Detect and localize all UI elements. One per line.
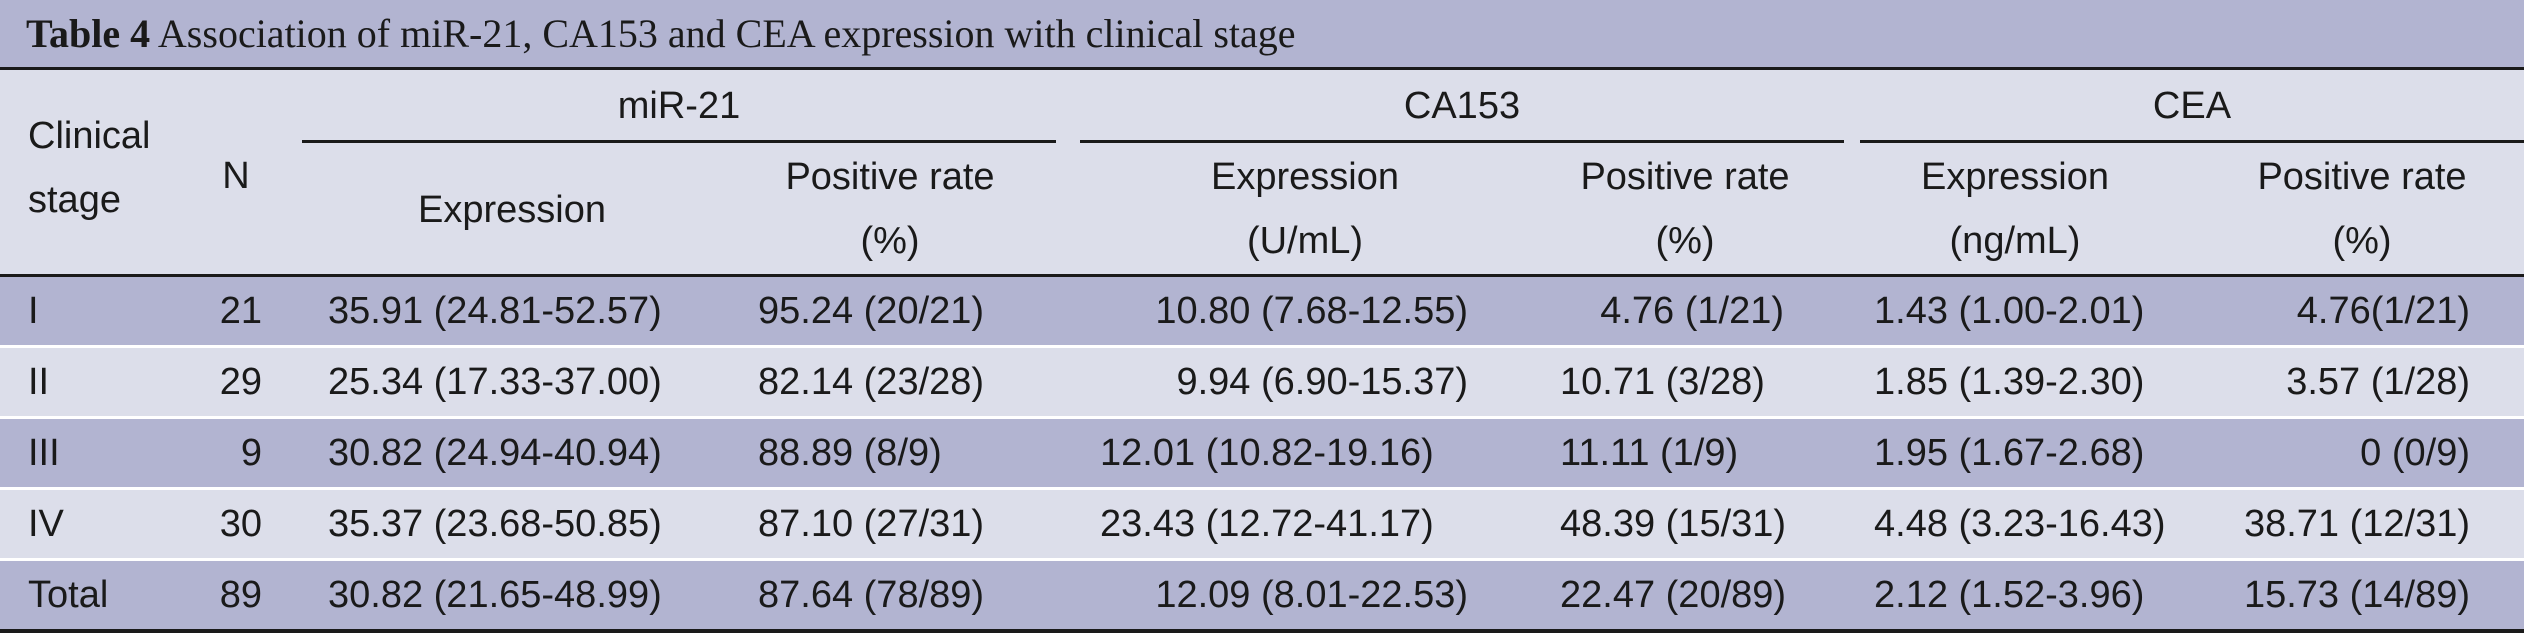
cell-mir21-expression: 30.82 (24.94-40.94)	[328, 432, 662, 474]
header-group-cea: CEA	[2152, 85, 2232, 127]
header-clinical-stage-line2: stage	[28, 179, 121, 221]
header-mir21-positive-rate: Positive rate (%)	[730, 155, 1050, 263]
header-n: N	[222, 155, 250, 197]
cell-n: 29	[219, 361, 262, 403]
cell-ca153-expression: 10.80 (7.68-12.55)	[1155, 290, 1468, 332]
header-mir21-expression: Expression	[418, 189, 606, 231]
cell-stage: II	[28, 361, 50, 403]
group-rule-ca153	[1080, 140, 1844, 143]
cell-cea-expression: 4.48 (3.23-16.43)	[1874, 503, 2166, 545]
cell-ca153-positive-rate: 4.76 (1/21)	[1600, 290, 1784, 332]
cell-ca153-positive-rate: 48.39 (15/31)	[1560, 503, 1787, 545]
header-cea-positive-rate-line2: (%)	[2332, 220, 2392, 262]
cell-cea-expression: 1.95 (1.67-2.68)	[1874, 432, 2145, 474]
cell-stage: IV	[28, 503, 64, 545]
cell-ca153-positive-rate: 22.47 (20/89)	[1560, 574, 1787, 616]
cell-cea-positive-rate: 15.73 (14/89)	[2243, 574, 2470, 616]
header-ca153-expression-line2: (U/mL)	[1246, 220, 1364, 262]
cell-cea-positive-rate: 3.57 (1/28)	[2286, 361, 2470, 403]
header-cea-positive-rate: Positive rate (%)	[2210, 155, 2514, 263]
table-caption: Table 4 Association of miR-21, CA153 and…	[26, 10, 1296, 58]
table-row: I 21 35.91 (24.81-52.57) 95.24 (20/21) 1…	[0, 277, 2524, 345]
header-mir21-positive-rate-line1: Positive rate	[785, 156, 995, 198]
cell-ca153-expression: 23.43 (12.72-41.17)	[1100, 503, 1434, 545]
cell-cea-expression: 2.12 (1.52-3.96)	[1874, 574, 2145, 616]
cell-n: 89	[219, 574, 262, 616]
cell-cea-positive-rate: 38.71 (12/31)	[2243, 503, 2470, 545]
cell-ca153-positive-rate: 11.11 (1/9)	[1560, 432, 1739, 474]
table-row: IV 30 35.37 (23.68-50.85) 87.10 (27/31) …	[0, 490, 2524, 558]
cell-mir21-positive-rate: 87.64 (78/89)	[758, 574, 985, 616]
cell-ca153-expression: 12.09 (8.01-22.53)	[1155, 574, 1468, 616]
cell-mir21-expression: 35.37 (23.68-50.85)	[328, 503, 662, 545]
cell-mir21-expression: 25.34 (17.33-37.00)	[328, 361, 662, 403]
row-separator	[0, 345, 2524, 348]
cell-stage: III	[28, 432, 60, 474]
header-mir21-positive-rate-line2: (%)	[860, 220, 920, 262]
header-cea-expression-line1: Expression	[1921, 156, 2109, 198]
cell-ca153-positive-rate: 10.71 (3/28)	[1560, 361, 1765, 403]
row-separator	[0, 487, 2524, 490]
cell-ca153-expression: 9.94 (6.90-15.37)	[1176, 361, 1468, 403]
table-caption-text: Association of miR-21, CA153 and CEA exp…	[157, 11, 1296, 56]
cell-ca153-expression: 12.01 (10.82-19.16)	[1100, 432, 1434, 474]
cell-mir21-positive-rate: 87.10 (27/31)	[758, 503, 985, 545]
row-separator	[0, 558, 2524, 561]
header-ca153-expression-line1: Expression	[1211, 156, 1399, 198]
header-clinical-stage: Clinical stage	[28, 114, 150, 222]
group-rule-mir21	[302, 140, 1056, 143]
header-ca153-positive-rate-line2: (%)	[1655, 220, 1715, 262]
header-ca153-positive-rate: Positive rate (%)	[1530, 155, 1840, 263]
cell-cea-positive-rate: 0 (0/9)	[2360, 432, 2470, 474]
cell-mir21-positive-rate: 88.89 (8/9)	[758, 432, 942, 474]
header-cea-positive-rate-line1: Positive rate	[2257, 156, 2467, 198]
cell-stage: I	[28, 290, 39, 332]
table-header: Clinical stage N miR-21 CA153 CEA Expres…	[0, 70, 2524, 277]
header-ca153-expression: Expression (U/mL)	[1110, 155, 1500, 263]
cell-cea-expression: 1.43 (1.00-2.01)	[1874, 290, 2145, 332]
group-rule-cea	[1860, 140, 2524, 143]
table-row: Total 89 30.82 (21.65-48.99) 87.64 (78/8…	[0, 561, 2524, 629]
header-ca153-positive-rate-line1: Positive rate	[1580, 156, 1790, 198]
cell-mir21-positive-rate: 82.14 (23/28)	[758, 361, 985, 403]
table-bottom-rule	[0, 629, 2524, 633]
cell-mir21-expression: 30.82 (21.65-48.99)	[328, 574, 662, 616]
table-caption-bar: Table 4 Association of miR-21, CA153 and…	[0, 0, 2524, 70]
table-row: II 29 25.34 (17.33-37.00) 82.14 (23/28) …	[0, 348, 2524, 416]
header-group-mir21: miR-21	[617, 85, 741, 127]
cell-cea-positive-rate: 4.76(1/21)	[2296, 290, 2470, 332]
row-separator	[0, 416, 2524, 419]
header-group-ca153: CA153	[1403, 85, 1521, 127]
cell-mir21-positive-rate: 95.24 (20/21)	[758, 290, 985, 332]
cell-mir21-expression: 35.91 (24.81-52.57)	[328, 290, 662, 332]
cell-n: 21	[219, 290, 262, 332]
table-row: III 9 30.82 (24.94-40.94) 88.89 (8/9) 12…	[0, 419, 2524, 487]
cell-n: 30	[219, 503, 262, 545]
cell-stage: Total	[28, 574, 109, 616]
cell-n: 9	[240, 432, 262, 474]
header-cea-expression: Expression (ng/mL)	[1860, 155, 2170, 263]
header-clinical-stage-line1: Clinical	[28, 115, 151, 157]
header-cea-expression-line2: (ng/mL)	[1949, 220, 2081, 262]
cell-cea-expression: 1.85 (1.39-2.30)	[1874, 361, 2145, 403]
table-number: Table 4	[26, 11, 151, 56]
